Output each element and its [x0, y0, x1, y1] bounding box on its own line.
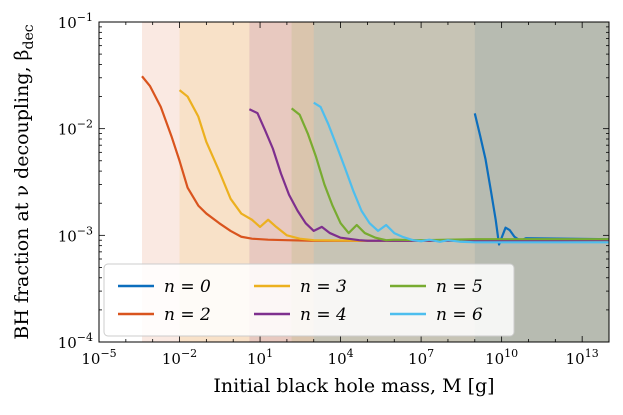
y-tick-label: 10−4 [58, 331, 93, 352]
legend-label: n = 0 [164, 277, 211, 297]
x-tick-label: 104 [328, 347, 354, 368]
series-line-n-5 [290, 107, 609, 242]
y-axis-label: BH fraction at ν decoupling, βdec [11, 24, 37, 339]
legend-label: n = 2 [164, 305, 211, 325]
x-tick-label: 1013 [566, 347, 599, 368]
x-axis-label: Initial black hole mass, M [g] [213, 375, 494, 397]
x-tick-label: 10−5 [81, 347, 116, 368]
y-tick-labels: 10−4 10−3 10−2 10−1 [58, 11, 93, 352]
legend-label: n = 6 [436, 305, 483, 325]
series-line-n-6 [313, 101, 609, 244]
y-tick-label: 10−3 [58, 224, 93, 245]
x-tick-label: 101 [247, 347, 273, 368]
x-tick-label: 10−2 [162, 347, 197, 368]
y-tick-label: 10−1 [58, 11, 93, 32]
x-tick-label: 1010 [485, 347, 518, 368]
y-tick-label: 10−2 [58, 118, 93, 139]
legend: n = 0 n = 2 n = 3 n = 4 n = 5 n = 6 [103, 263, 515, 337]
plot-frame [98, 21, 610, 343]
legend-label: n = 3 [300, 277, 347, 297]
legend-label: n = 4 [300, 305, 347, 325]
series-lines [141, 75, 610, 246]
x-tick-label: 107 [408, 347, 434, 368]
legend-box [103, 263, 515, 337]
x-tick-labels: 10−5 10−2 101 104 107 1010 1013 [81, 347, 598, 368]
legend-label: n = 5 [436, 277, 483, 297]
